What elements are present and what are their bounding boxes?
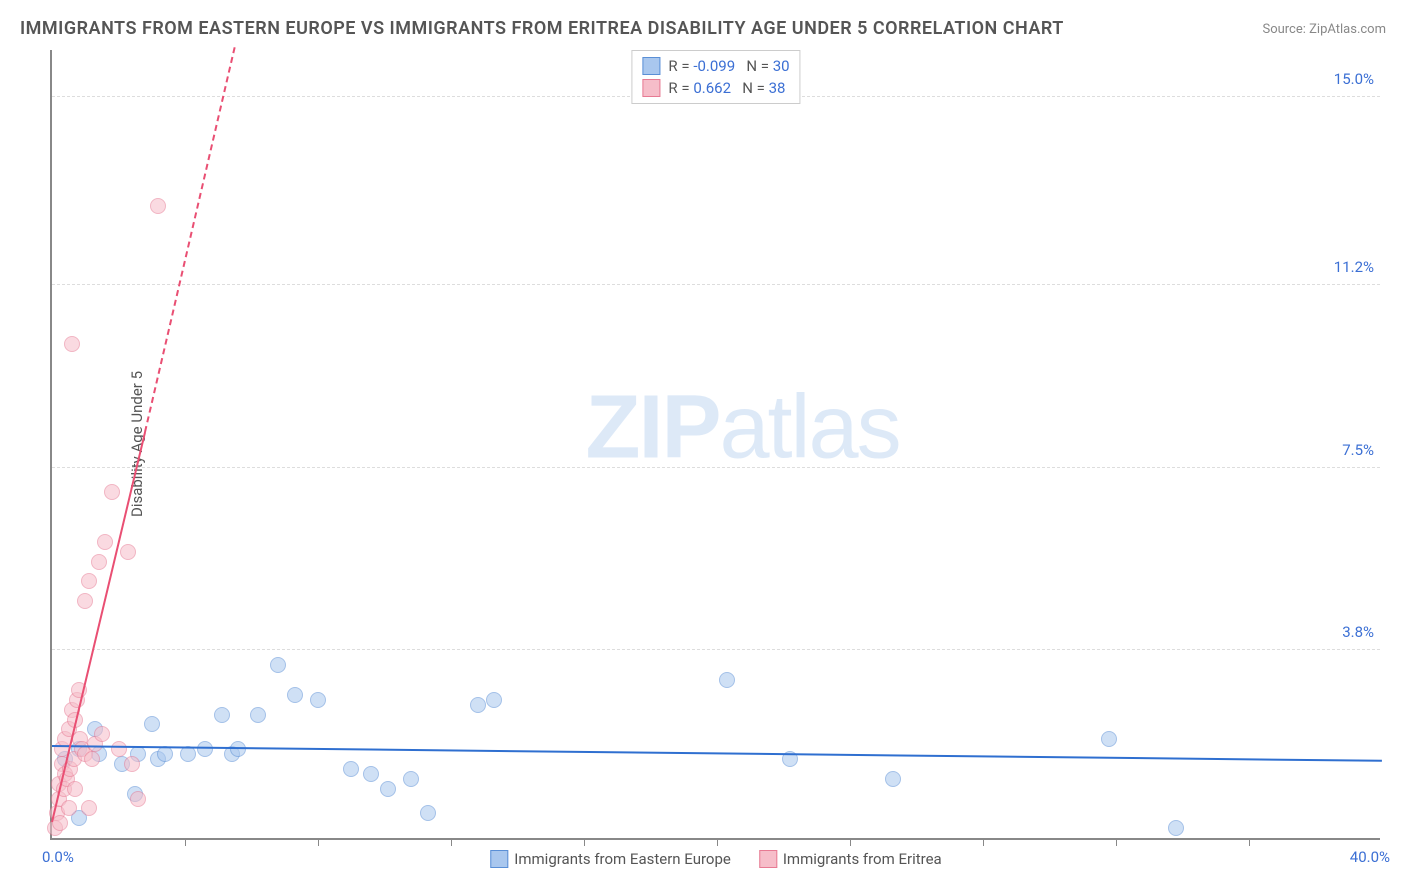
data-point <box>157 746 173 762</box>
legend-stats: R = -0.099 N = 30 <box>668 57 789 75</box>
data-point <box>250 707 266 723</box>
data-point <box>885 771 901 787</box>
data-point <box>64 336 80 352</box>
data-point <box>380 781 396 797</box>
data-point <box>1168 820 1184 836</box>
plot-area: Disability Age Under 5 ZIPatlas 3.8%7.5%… <box>50 50 1380 840</box>
data-point <box>150 198 166 214</box>
data-point <box>719 672 735 688</box>
x-tick <box>850 838 851 846</box>
data-point <box>214 707 230 723</box>
y-tick-label: 15.0% <box>1334 70 1374 88</box>
data-point <box>61 800 77 816</box>
data-point <box>84 751 100 767</box>
data-point <box>486 692 502 708</box>
data-point <box>104 484 120 500</box>
correlation-legend: R = -0.099 N = 30 R = 0.662 N = 38 <box>631 50 800 104</box>
source-attribution: Source: ZipAtlas.com <box>1262 22 1386 37</box>
data-point <box>270 657 286 673</box>
data-point <box>91 554 107 570</box>
data-point <box>77 593 93 609</box>
data-point <box>81 573 97 589</box>
data-point <box>197 741 213 757</box>
x-tick <box>451 838 452 846</box>
gridline <box>52 649 1380 650</box>
trend-line-dashed <box>144 47 236 433</box>
y-tick-label: 7.5% <box>1342 441 1374 459</box>
data-point <box>310 692 326 708</box>
data-point <box>130 791 146 807</box>
data-point <box>470 697 486 713</box>
legend-item: Immigrants from Eastern Europe <box>490 850 731 868</box>
legend-swatch <box>642 79 660 97</box>
data-point <box>420 805 436 821</box>
x-tick <box>983 838 984 846</box>
legend-stats: R = 0.662 N = 38 <box>668 79 785 97</box>
legend-swatch <box>490 850 508 868</box>
legend-swatch <box>759 850 777 868</box>
x-tick <box>584 838 585 846</box>
data-point <box>97 534 113 550</box>
legend-row: R = -0.099 N = 30 <box>642 55 789 77</box>
data-point <box>287 687 303 703</box>
series-legend: Immigrants from Eastern Europe Immigrants… <box>490 850 941 868</box>
data-point <box>124 756 140 772</box>
watermark-light: atlas <box>720 378 900 478</box>
watermark: ZIPatlas <box>585 377 899 480</box>
data-point <box>144 716 160 732</box>
data-point <box>343 761 359 777</box>
watermark-bold: ZIP <box>585 378 719 478</box>
x-tick <box>717 838 718 846</box>
data-point <box>67 781 83 797</box>
legend-label: Immigrants from Eritrea <box>783 850 942 868</box>
x-tick <box>1249 838 1250 846</box>
x-axis-max-label: 40.0% <box>1350 848 1390 866</box>
y-tick-label: 3.8% <box>1342 623 1374 641</box>
x-tick <box>1116 838 1117 846</box>
data-point <box>403 771 419 787</box>
trend-line <box>52 745 1382 762</box>
data-point <box>111 741 127 757</box>
y-tick-label: 11.2% <box>1334 258 1374 276</box>
gridline <box>52 284 1380 285</box>
data-point <box>52 815 68 831</box>
x-tick <box>318 838 319 846</box>
chart-title: IMMIGRANTS FROM EASTERN EUROPE VS IMMIGR… <box>20 18 1064 39</box>
x-axis-min-label: 0.0% <box>42 848 74 866</box>
data-point <box>363 766 379 782</box>
data-point <box>94 726 110 742</box>
data-point <box>1101 731 1117 747</box>
x-tick <box>185 838 186 846</box>
gridline <box>52 467 1380 468</box>
data-point <box>120 544 136 560</box>
legend-swatch <box>642 57 660 75</box>
legend-item: Immigrants from Eritrea <box>759 850 942 868</box>
legend-label: Immigrants from Eastern Europe <box>514 850 731 868</box>
legend-row: R = 0.662 N = 38 <box>642 77 789 99</box>
data-point <box>81 800 97 816</box>
